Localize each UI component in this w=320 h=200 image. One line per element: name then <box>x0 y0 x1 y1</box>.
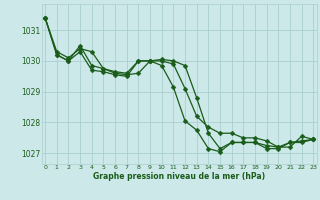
X-axis label: Graphe pression niveau de la mer (hPa): Graphe pression niveau de la mer (hPa) <box>93 172 265 181</box>
